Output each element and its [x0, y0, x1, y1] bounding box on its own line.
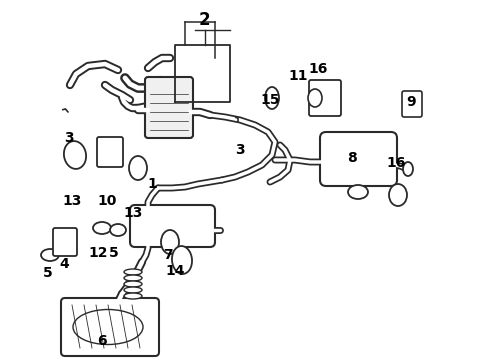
- Text: 14: 14: [166, 264, 185, 278]
- Text: 7: 7: [163, 248, 172, 262]
- Ellipse shape: [124, 287, 142, 293]
- Ellipse shape: [172, 246, 192, 274]
- Ellipse shape: [308, 89, 322, 107]
- Ellipse shape: [124, 281, 142, 287]
- Ellipse shape: [348, 185, 368, 199]
- Text: 1: 1: [147, 177, 157, 191]
- Text: 12: 12: [88, 246, 108, 260]
- FancyBboxPatch shape: [61, 298, 159, 356]
- Text: 3: 3: [235, 144, 245, 157]
- Ellipse shape: [161, 230, 179, 254]
- Ellipse shape: [124, 293, 142, 299]
- Ellipse shape: [110, 224, 126, 236]
- Text: 9: 9: [406, 95, 416, 108]
- FancyBboxPatch shape: [320, 132, 397, 186]
- Ellipse shape: [129, 156, 147, 180]
- Ellipse shape: [64, 141, 86, 169]
- Ellipse shape: [389, 184, 407, 206]
- FancyBboxPatch shape: [53, 228, 77, 256]
- Text: 16: 16: [309, 62, 328, 76]
- Text: 15: 15: [261, 93, 280, 107]
- Ellipse shape: [93, 222, 111, 234]
- FancyBboxPatch shape: [130, 205, 215, 247]
- Ellipse shape: [124, 269, 142, 275]
- FancyBboxPatch shape: [309, 80, 341, 116]
- Ellipse shape: [403, 162, 413, 176]
- Text: 8: 8: [347, 151, 357, 165]
- FancyBboxPatch shape: [402, 91, 422, 117]
- Text: 6: 6: [97, 334, 107, 348]
- Ellipse shape: [265, 87, 279, 109]
- FancyBboxPatch shape: [97, 137, 123, 167]
- Text: 5: 5: [109, 246, 119, 260]
- Text: 2: 2: [199, 11, 211, 29]
- Text: 10: 10: [97, 194, 117, 208]
- Text: 5: 5: [43, 266, 53, 280]
- Text: 13: 13: [63, 194, 82, 208]
- FancyBboxPatch shape: [145, 77, 193, 138]
- Ellipse shape: [124, 275, 142, 281]
- Text: 13: 13: [123, 206, 143, 220]
- Text: 11: 11: [288, 69, 308, 83]
- Text: 4: 4: [60, 257, 70, 270]
- Text: 3: 3: [64, 131, 74, 144]
- Text: 16: 16: [386, 156, 406, 170]
- Ellipse shape: [41, 249, 59, 261]
